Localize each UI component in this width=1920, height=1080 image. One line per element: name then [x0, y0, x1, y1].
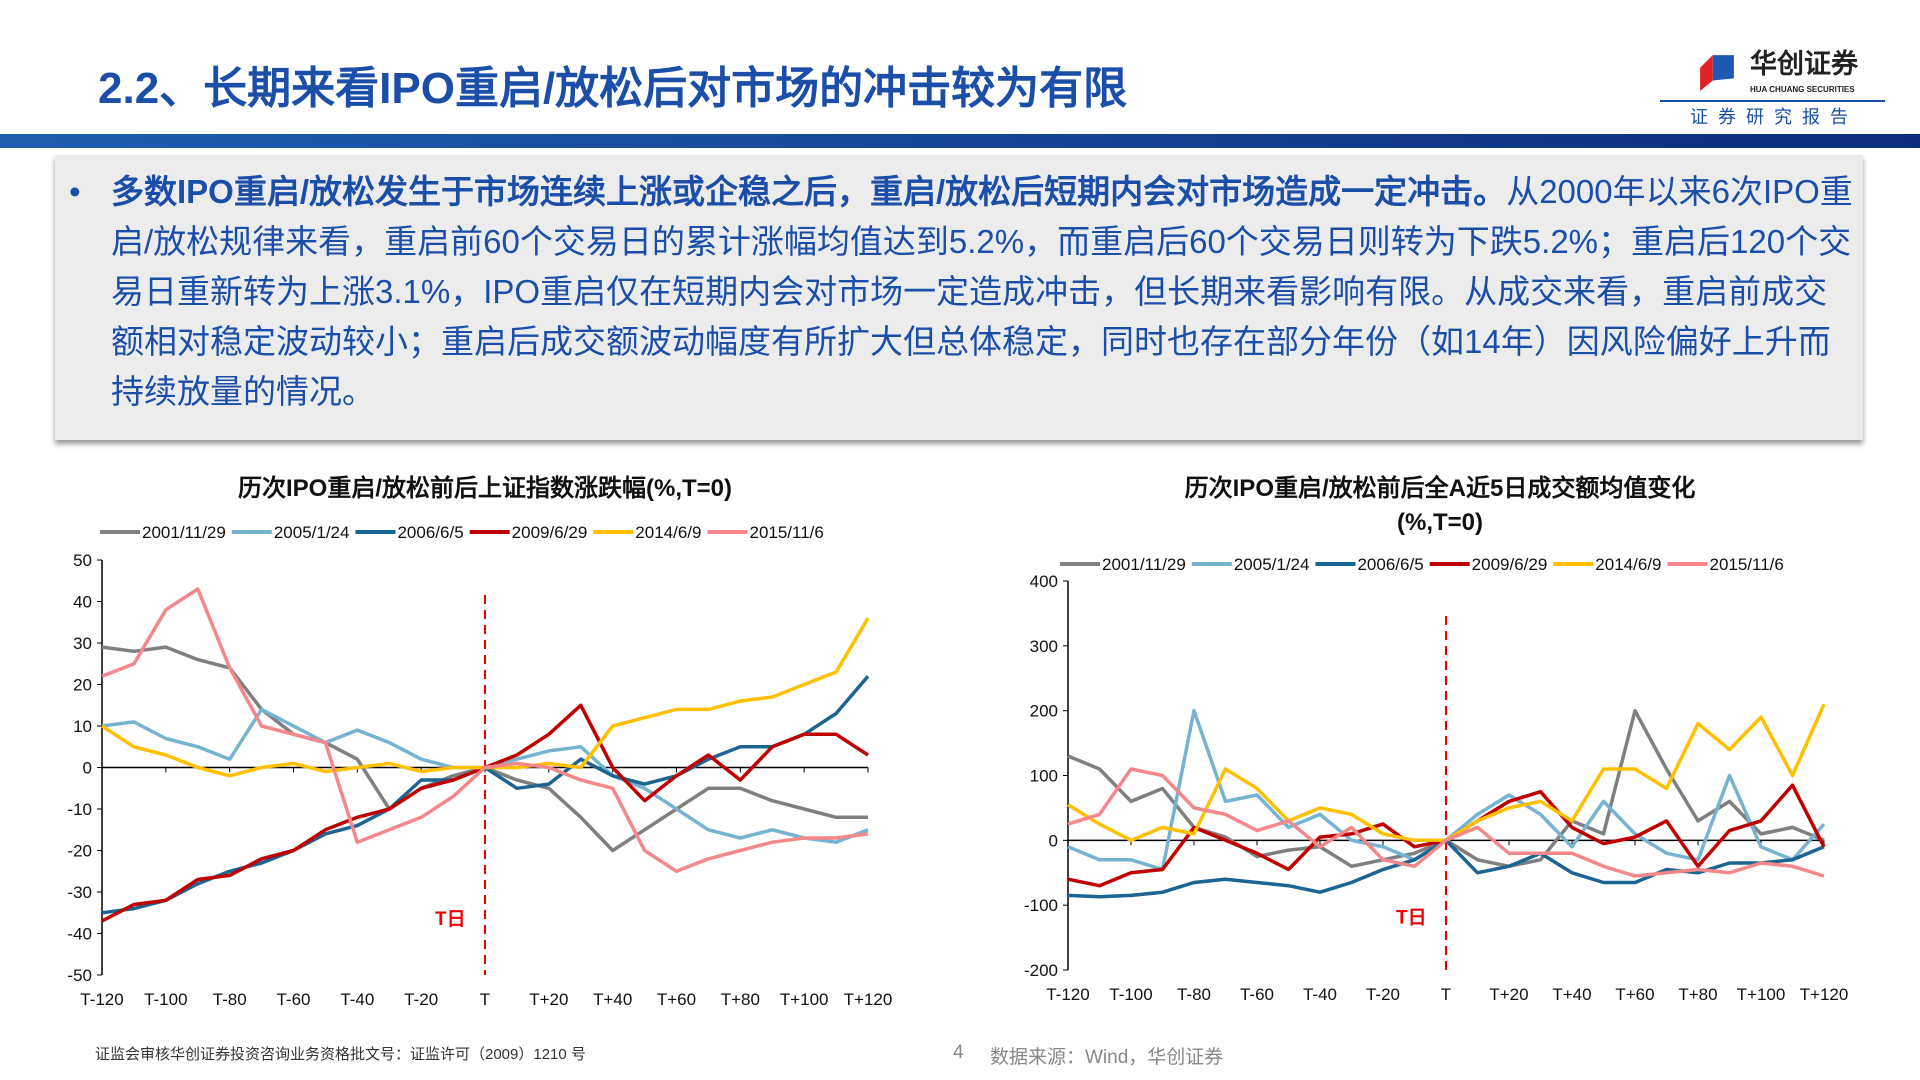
y-tick-label: 400 — [1030, 572, 1058, 591]
y-tick-label: -40 — [67, 925, 92, 944]
y-tick-label: 300 — [1030, 637, 1058, 656]
page-number: 4 — [953, 1042, 964, 1063]
summary-bold: 多数IPO重启/放松发生于市场连续上涨或企稳之后，重启/放松后短期内会对市场造成… — [111, 173, 1507, 210]
legend-label: 2001/11/29 — [1102, 555, 1186, 574]
y-tick-label: 100 — [1030, 767, 1058, 786]
x-tick-label: T — [480, 990, 490, 1009]
x-tick-label: T-40 — [1303, 985, 1337, 1004]
x-tick-label: T+80 — [721, 990, 760, 1009]
x-tick-label: T+20 — [529, 990, 568, 1009]
x-tick-label: T+120 — [844, 990, 893, 1009]
x-tick-label: T-40 — [340, 990, 374, 1009]
y-tick-label: 10 — [73, 717, 92, 736]
legend-label: 2001/11/29 — [142, 523, 226, 542]
x-tick-label: T-60 — [276, 990, 310, 1009]
chart2-title-line1: 历次IPO重启/放松前后全A近5日成交额均值变化 — [1184, 475, 1696, 502]
y-tick-label: -200 — [1024, 961, 1058, 980]
footer-license: 证监会审核华创证券投资咨询业务资格批文号：证监许可（2009）1210 号 — [95, 1046, 586, 1063]
legend-label: 2015/11/6 — [1709, 555, 1783, 574]
x-tick-label: T-80 — [213, 990, 247, 1009]
x-tick-label: T-100 — [144, 990, 187, 1009]
x-tick-label: T-100 — [1109, 985, 1152, 1004]
y-tick-label: -50 — [67, 966, 92, 985]
x-tick-label: T+40 — [593, 990, 632, 1009]
x-tick-label: T — [1441, 985, 1451, 1004]
y-tick-label: 0 — [83, 759, 92, 778]
legend-label: 2014/6/9 — [1595, 555, 1661, 574]
logo-mark-icon — [1700, 55, 1734, 91]
y-tick-label: -100 — [1024, 896, 1058, 915]
chart2-title-line2: (%,T=0) — [1396, 509, 1483, 536]
x-tick-label: T+60 — [1615, 985, 1654, 1004]
y-tick-label: -10 — [67, 800, 92, 819]
y-tick-label: 40 — [73, 593, 92, 612]
t-day-label: T日 — [1396, 907, 1427, 928]
legend-label: 2009/6/29 — [512, 523, 588, 542]
x-tick-label: T-20 — [404, 990, 438, 1009]
data-source: 数据来源：Wind，华创证券 — [990, 1047, 1224, 1068]
x-tick-label: T-60 — [1240, 985, 1274, 1004]
x-tick-label: T+100 — [780, 990, 829, 1009]
x-tick-label: T-120 — [80, 990, 123, 1009]
legend-label: 2009/6/29 — [1472, 555, 1548, 574]
logo-text-en: HUA CHUANG SECURITIES — [1750, 85, 1855, 94]
summary-text: 多数IPO重启/放松发生于市场连续上涨或企稳之后，重启/放松后短期内会对市场造成… — [111, 167, 1855, 417]
y-tick-label: 20 — [73, 676, 92, 695]
y-tick-label: 50 — [73, 551, 92, 570]
legend-label: 2005/1/24 — [1234, 555, 1310, 574]
y-tick-label: 30 — [73, 634, 92, 653]
summary-box: • 多数IPO重启/放松发生于市场连续上涨或企稳之后，重启/放松后短期内会对市场… — [55, 155, 1863, 440]
legend-label: 2006/6/5 — [1357, 555, 1423, 574]
page-title: 2.2、长期来看IPO重启/放松后对市场的冲击较为有限 — [98, 64, 1128, 113]
header-band — [0, 134, 1920, 148]
x-tick-label: T-120 — [1046, 985, 1089, 1004]
y-tick-label: -20 — [67, 842, 92, 861]
x-tick-label: T+20 — [1489, 985, 1528, 1004]
legend-label: 2005/1/24 — [274, 523, 350, 542]
logo-divider — [1660, 100, 1885, 102]
y-tick-label: 0 — [1049, 831, 1058, 850]
legend-label: 2015/11/6 — [749, 523, 823, 542]
logo-text-cn: 华创证券 — [1750, 49, 1858, 79]
summary-rest: 从2000年以来6次IPO重启/放松规律来看，重启前60个交易日的累计涨幅均值达… — [111, 173, 1853, 410]
t-day-label: T日 — [435, 909, 466, 930]
x-tick-label: T-20 — [1366, 985, 1400, 1004]
x-tick-label: T+100 — [1737, 985, 1786, 1004]
x-tick-label: T+60 — [657, 990, 696, 1009]
legend-label: 2014/6/9 — [635, 523, 701, 542]
series-line-2015/11/6 — [101, 587, 869, 874]
chart1-title: 历次IPO重启/放松前后上证指数涨跌幅(%,T=0) — [237, 475, 733, 502]
chart2-title: 历次IPO重启/放松前后全A近5日成交额均值变化 (%,T=0) — [1050, 472, 1830, 540]
bullet: • — [69, 173, 81, 210]
y-tick-label: -30 — [67, 883, 92, 902]
legend-label: 2006/6/5 — [397, 523, 463, 542]
logo-subtitle: 证券研究报告 — [1690, 107, 1858, 128]
x-tick-label: T+80 — [1678, 985, 1717, 1004]
x-tick-label: T-80 — [1177, 985, 1211, 1004]
series-line-2015/11/6 — [1067, 767, 1825, 878]
y-tick-label: 200 — [1030, 702, 1058, 721]
x-tick-label: T+120 — [1800, 985, 1849, 1004]
x-tick-label: T+40 — [1552, 985, 1591, 1004]
